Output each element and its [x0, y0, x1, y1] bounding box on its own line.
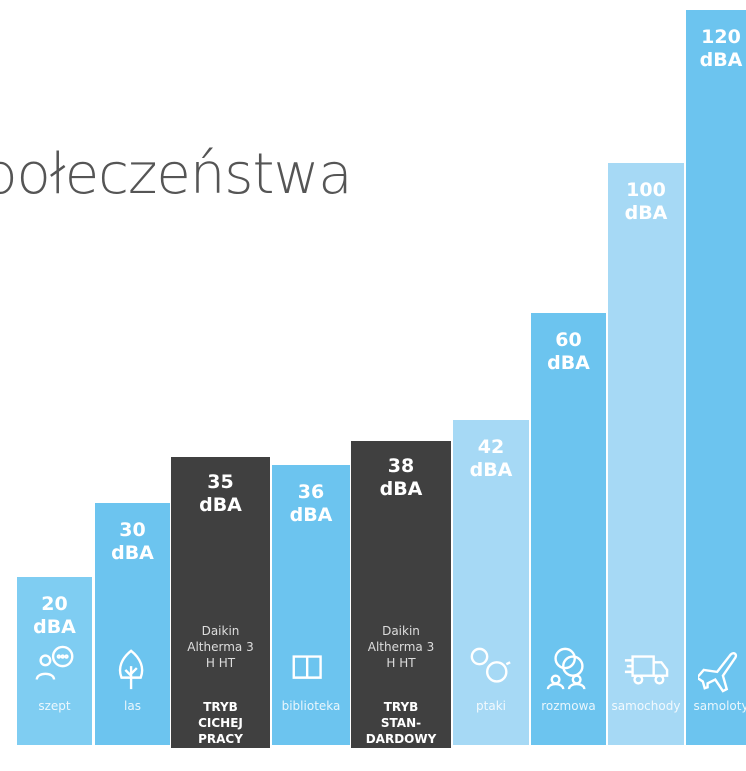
noise-level: 38 dBA [351, 455, 451, 501]
icon [110, 645, 156, 697]
noise-column: 20 dBA szept [17, 577, 92, 745]
icon-graphic [470, 647, 511, 683]
level-line: 38 [387, 455, 415, 477]
column-name: ptaki [476, 699, 506, 713]
level-line: 20 [41, 593, 68, 615]
level-line: 60 [555, 329, 582, 351]
column-name: szept [38, 699, 71, 713]
icon-graphic [292, 655, 322, 679]
noise-column: 42 dBA ptaki [453, 420, 529, 745]
level-line: 35 [207, 471, 234, 493]
level-line: 100 [626, 179, 666, 201]
level-line: 42 [477, 436, 505, 458]
icon [623, 645, 669, 697]
icon [468, 645, 514, 697]
noise-level: 35 dBA [171, 471, 270, 517]
column-name: samoloty [693, 699, 746, 713]
icon [546, 645, 592, 697]
level-line: 120 [701, 26, 741, 48]
level-line: dBA [547, 352, 590, 374]
device-name: Daikin Altherma 3 H HT [351, 623, 451, 671]
noise-level: 120 dBA [686, 26, 746, 72]
level-line: dBA [111, 542, 154, 564]
level-line: dBA [379, 478, 423, 500]
column-name: samochody [611, 699, 681, 713]
device-column: 38 dBA Daikin Altherma 3 H HT TRYB STAN- DARDOW… [351, 441, 451, 748]
device-column: 35 dBA Daikin Altherma 3 H HT TRYB CICHEJ PRACY [171, 457, 270, 748]
device-line: Altherma 3 [367, 640, 435, 654]
noise-level: 30 dBA [95, 519, 170, 565]
column-name: las [124, 699, 141, 713]
device-line: Daikin [382, 624, 420, 638]
level-line: 30 [119, 519, 146, 541]
noise-level: 36 dBA [272, 481, 350, 527]
mode-line: CICHEJ [198, 716, 243, 730]
noise-column: 30 dBA las [95, 503, 170, 745]
column-name: rozmowa [541, 699, 596, 713]
level-line: dBA [624, 202, 668, 224]
icon [32, 645, 78, 697]
mode-line: STAN- [380, 716, 422, 730]
column-name: biblioteka [281, 699, 341, 713]
noise-column: 100 dBA samochody [608, 163, 684, 745]
noise-column: 60 dBA rozmowa [531, 313, 606, 745]
mode-line: TRYB [383, 700, 419, 714]
device-line: H HT [205, 656, 236, 670]
icon-graphic [695, 652, 738, 693]
icon-graphic [35, 645, 73, 680]
level-line: dBA [199, 494, 242, 516]
icon-graphic [118, 649, 143, 690]
title: połeczeństwa [0, 142, 353, 207]
icon [695, 645, 744, 697]
noise-level: 20 dBA [17, 593, 92, 639]
icon-graphic [624, 655, 669, 685]
mode-name: TRYB CICHEJ PRACY [171, 699, 270, 747]
noise-column: 120 dBA samoloty [686, 10, 746, 745]
device-line: H HT [386, 656, 416, 670]
level-line: dBA [699, 49, 743, 71]
level-line: dBA [469, 459, 513, 481]
level-line: dBA [289, 504, 333, 526]
icon [288, 645, 334, 697]
level-line: 36 [297, 481, 325, 503]
mode-line: DARDOWY [365, 732, 437, 746]
noise-level: 100 dBA [608, 179, 684, 225]
device-name: Daikin Altherma 3 H HT [171, 623, 270, 671]
device-line: Daikin [201, 624, 240, 638]
icon-graphic [546, 647, 586, 690]
noise-level: 60 dBA [531, 329, 606, 375]
noise-level: 42 dBA [453, 436, 529, 482]
device-line: Altherma 3 [187, 640, 254, 654]
mode-line: TRYB [203, 700, 238, 714]
noise-column: 36 dBA biblioteka [272, 465, 350, 745]
mode-name: TRYB STAN- DARDOWY [351, 699, 451, 747]
level-line: dBA [33, 616, 76, 638]
mode-line: PRACY [198, 732, 243, 746]
